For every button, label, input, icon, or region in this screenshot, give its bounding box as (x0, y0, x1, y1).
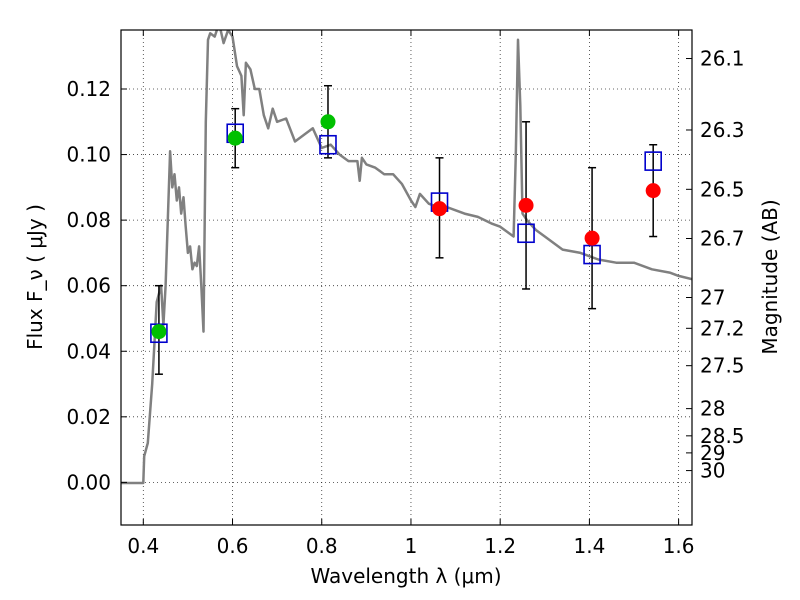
x-tick-label: 0.4 (127, 534, 159, 558)
ticks-layer: 0.4 0.6 0.8 1 1.2 1.4 1.6 0.00 0.02 0.04 0.06 0.08 0… (66, 30, 745, 558)
x-tick-label: 0.8 (306, 534, 338, 558)
y2-tick-label: 27.5 (700, 354, 745, 378)
observed-flux-point (227, 130, 243, 146)
y2-tick-label: 27.2 (700, 316, 745, 340)
errorbar-layer (154, 84, 658, 375)
y-tick-label: 0.00 (66, 470, 111, 494)
plot-frame (120, 29, 693, 526)
observed-flux-point (432, 201, 448, 217)
model-flux-square (319, 134, 337, 155)
x-tick-label: 1.6 (663, 534, 695, 558)
model-flux-square (644, 151, 662, 171)
y2-tick-label: 27 (700, 285, 725, 309)
y-tick-label: 0.12 (66, 77, 111, 101)
x-tick-label: 1.2 (484, 534, 516, 558)
y2-tick-label: 26.5 (700, 177, 745, 201)
points-layer (150, 114, 662, 344)
spectrum-layer (121, 30, 692, 485)
y2-tick-label: 26.7 (700, 226, 745, 250)
model-flux-square (517, 223, 535, 244)
x-tick-label: 1 (405, 534, 418, 558)
x-axis-label: Wavelength λ (μm) (310, 564, 501, 588)
y-tick-label: 0.04 (66, 339, 111, 363)
y2-tick-label: 28 (700, 397, 725, 421)
y2-axis-label: Magnitude (AB) (758, 199, 782, 354)
grid-layer (121, 30, 692, 525)
x-tick-label: 1.4 (573, 534, 605, 558)
y2-tick-label: 28.5 (700, 424, 745, 448)
observed-flux-point (320, 114, 336, 130)
y2-tick-label: 30 (700, 459, 725, 483)
y2-tick-label: 26.3 (700, 118, 745, 142)
observed-flux-point (584, 230, 600, 246)
observed-flux-point (645, 183, 661, 199)
y-axis-label: Flux F_ν ( μJy ) (23, 204, 47, 350)
y-tick-label: 0.06 (66, 274, 111, 298)
model-spectrum-line (121, 30, 692, 485)
y2-tick-label: 29 (700, 441, 725, 465)
y-tick-label: 0.08 (66, 208, 111, 232)
x-tick-label: 0.6 (217, 534, 249, 558)
y-tick-label: 0.10 (66, 143, 111, 167)
observed-flux-point (518, 197, 534, 213)
observed-flux-point (151, 324, 167, 340)
y-tick-label: 0.02 (66, 405, 111, 429)
y2-tick-label: 26.1 (700, 47, 745, 71)
